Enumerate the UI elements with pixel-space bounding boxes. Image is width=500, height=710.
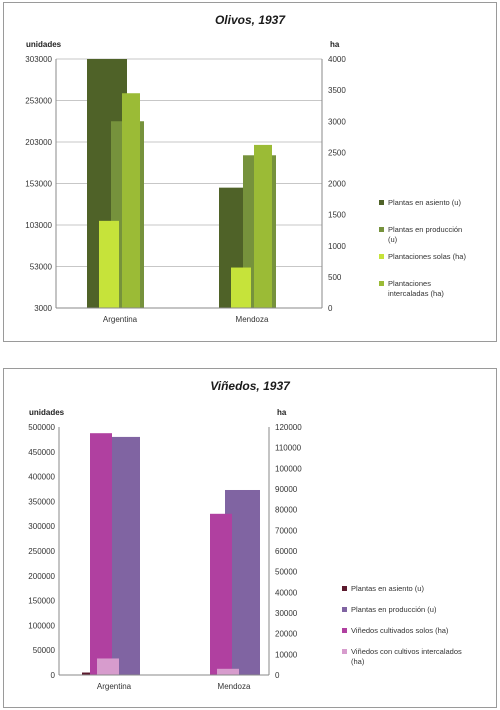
legend-label: Viñedos con cultivos intercalados — [351, 647, 462, 656]
bar-mendoza-s2 — [231, 267, 251, 308]
legend-label: Plantaciones solas (ha) — [388, 252, 466, 261]
chart-title-olivos: Olivos, 1937 — [214, 13, 286, 27]
left-tick-label: 200000 — [28, 572, 55, 581]
left-tick-label: 0 — [51, 671, 56, 680]
left-tick-label: 53000 — [30, 263, 53, 272]
left-tick-label: 100000 — [28, 621, 55, 630]
right-tick-label: 70000 — [275, 526, 298, 535]
bar-mendoza-s2 — [210, 513, 232, 675]
left-tick-label: 400000 — [28, 473, 55, 482]
chart-vinedos-svg: unidades ha500000450000400000350000300000… — [28, 408, 462, 691]
legend-swatch — [342, 586, 347, 591]
chart-vinedos: Viñedos, 1937 unidades ha 500000 450000 4000… — [3, 368, 497, 708]
left-tick-label: 253000 — [25, 97, 52, 106]
legend-swatch — [379, 227, 384, 232]
legend-label: (u) — [388, 235, 398, 244]
right-axis-title: ha — [330, 40, 340, 49]
right-tick-label: 10000 — [275, 650, 298, 659]
right-tick-label: 3000 — [328, 117, 346, 126]
legend-swatch — [342, 649, 347, 654]
left-tick-label: 3000 — [34, 304, 52, 313]
bar-argentina-s2 — [90, 433, 112, 675]
legend-label: Plantas en asiento (u) — [351, 584, 424, 593]
left-tick-label: 500000 — [28, 423, 55, 432]
left-tick-label: 250000 — [28, 547, 55, 556]
right-tick-label: 100000 — [275, 464, 302, 473]
left-tick-label: 450000 — [28, 448, 55, 457]
bar-mendoza-s3 — [254, 144, 272, 308]
legend-swatch — [379, 200, 384, 205]
left-tick-label: 300000 — [28, 522, 55, 531]
bar-argentina-s0 — [82, 672, 94, 675]
left-tick-label: 153000 — [25, 180, 52, 189]
left-tick-label: 50000 — [33, 646, 56, 655]
x-tick-label: Argentina — [97, 682, 132, 691]
bar-argentina-s3 — [97, 658, 119, 675]
chart-title-vinedos: Viñedos, 1937 — [210, 379, 290, 393]
right-tick-label: 110000 — [275, 444, 302, 453]
right-tick-label: 2500 — [328, 148, 346, 157]
right-tick-label: 1500 — [328, 211, 346, 220]
legend-label: intercaladas (ha) — [388, 289, 444, 298]
chart-olivos-svg: unidades ha 303000 253000 203000 153000 103000… — [25, 40, 466, 324]
right-tick-label: 50000 — [275, 568, 298, 577]
right-tick-label: 2000 — [328, 180, 346, 189]
legend-label: Plantas en asiento (u) — [388, 198, 461, 207]
right-tick-label: 500 — [328, 273, 342, 282]
x-tick-label: Mendoza — [218, 682, 251, 691]
left-tick-label: 103000 — [25, 221, 52, 230]
legend-label: Plantas en producción — [388, 225, 462, 234]
left-tick-label: 303000 — [25, 55, 52, 64]
left-tick-label: 350000 — [28, 497, 55, 506]
legend-swatch — [379, 281, 384, 286]
bar-argentina-s2 — [99, 220, 119, 308]
left-tick-label: 150000 — [28, 597, 55, 606]
legend-label: Viñedos cultivados solos (ha) — [351, 626, 449, 635]
bar-mendoza-s3 — [217, 668, 239, 675]
right-tick-label: 1000 — [328, 242, 346, 251]
x-tick-label: Mendoza — [236, 315, 269, 324]
right-tick-label: 30000 — [275, 609, 298, 618]
legend-swatch — [379, 254, 384, 259]
legend-label: Plantaciones — [388, 279, 431, 288]
right-tick-label: 3500 — [328, 86, 346, 95]
right-tick-label: 40000 — [275, 588, 298, 597]
left-axis-title: unidades — [29, 408, 65, 417]
x-tick-label: Argentina — [103, 315, 138, 324]
right-tick-label: 90000 — [275, 485, 298, 494]
left-axis-title: unidades — [26, 40, 62, 49]
legend-label: (ha) — [351, 657, 365, 666]
right-tick-label: 60000 — [275, 547, 298, 556]
legend-swatch — [342, 607, 347, 612]
chart-olivos: Olivos, 1937 unidades ha 303000 253000 20300… — [3, 2, 497, 342]
right-tick-label: 80000 — [275, 506, 298, 515]
bar-argentina-s3 — [122, 93, 140, 308]
left-tick-label: 203000 — [25, 138, 52, 147]
right-tick-label: 20000 — [275, 630, 298, 639]
right-tick-label: 0 — [328, 304, 333, 313]
right-tick-label: 4000 — [328, 55, 346, 64]
legend-label: Plantas en producción (u) — [351, 605, 437, 614]
legend-swatch — [342, 628, 347, 633]
right-axis-title: ha — [277, 408, 287, 417]
right-tick-label: 120000 — [275, 423, 302, 432]
right-tick-label: 0 — [275, 671, 280, 680]
